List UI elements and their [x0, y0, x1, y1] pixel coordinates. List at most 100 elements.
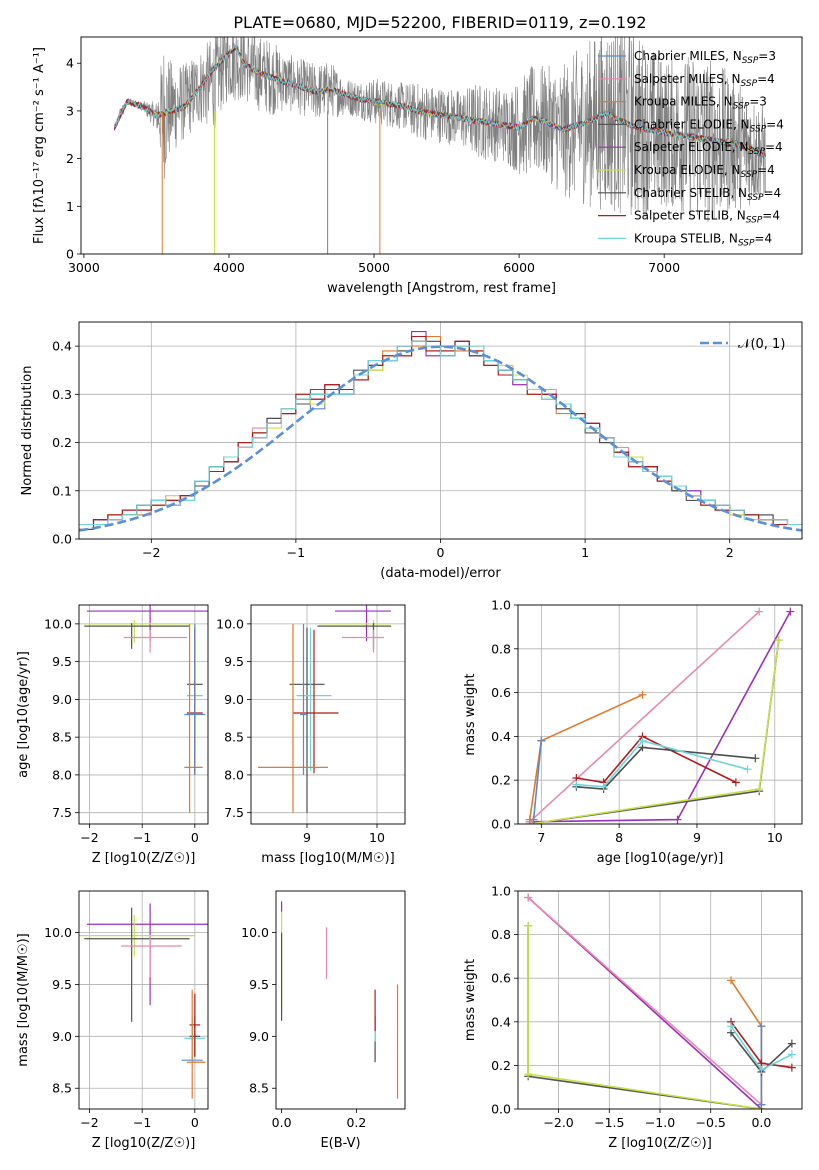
x-tick-label: −0.5	[696, 1115, 726, 1130]
x-axis-label: mass [log10(M/M☉)]	[261, 851, 394, 866]
weight-chabrier-miles	[529, 736, 546, 824]
y-tick-label: 0.3	[52, 387, 72, 402]
y-tick-label: 10.0	[44, 616, 72, 631]
x-axis-label: Z [log10(Z/Z☉)]	[92, 851, 196, 866]
spectrum-panel: 3000 4000 5000 6000 7000 0 1 2 3 4 wavelength [Ang…	[32, 36, 803, 296]
legend-nssp: =4	[757, 163, 775, 177]
x-tick-label: 0	[191, 1115, 199, 1130]
y-tick-label: 9.5	[249, 977, 269, 992]
y-tick-label: 10.0	[241, 925, 269, 940]
mass-vs-Z-panel: −2 −1 0 8.5 9.0 9.5 10.0 Z [log10(Z/Z☉)] mass [l…	[16, 890, 209, 1151]
massweight-vs-age-frame	[517, 604, 803, 825]
errorbar-chabrier-elodie	[317, 623, 391, 649]
legend-label: Chabrier STELIB, NSSP=4	[634, 186, 781, 203]
age-vs-mass-frame	[250, 604, 406, 825]
y-tick-label: 7.5	[52, 805, 72, 820]
y-tick-label: 0	[66, 247, 74, 262]
legend-label: Chabrier ELODIE, NSSP=4	[634, 117, 784, 134]
spectrum-frame	[80, 36, 803, 255]
y-tick-label: 0.8	[491, 927, 511, 942]
residual-legend: 𝒩(0, 1)	[700, 337, 785, 352]
errorbar-chabrier-stelib	[289, 627, 325, 813]
legend-label: Salpeter MILES, NSSP=4	[634, 72, 775, 89]
legend-subscript: SSP	[748, 147, 765, 157]
y-tick-label: 9.0	[52, 692, 72, 707]
massweight-vs-Z-panel: −2.0 −1.5 −1.0 −0.5 0.0 0.0 0.2 0.4 0.6 0.8 1.0 Z […	[463, 884, 803, 1151]
legend-nssp: =4	[762, 209, 780, 223]
x-tick-label: 4000	[213, 260, 245, 275]
x-axis-label: age [log10(age/yr)]	[597, 851, 724, 866]
y-tick-label: 0.0	[491, 817, 511, 832]
mass-vs-ebv-panel: 0.0 0.2 8.5 9.0 9.5 10.0 E(B-V)	[241, 890, 406, 1151]
legend-nssp: =4	[765, 140, 783, 154]
legend-nssp: =4	[764, 186, 782, 200]
weight-line	[527, 896, 762, 1106]
weight-line	[576, 746, 756, 790]
weight-line	[576, 735, 737, 784]
y-tick-label: 0.4	[491, 1014, 511, 1029]
y-tick-label: 8.5	[249, 1081, 269, 1096]
x-tick-label: 0.0	[751, 1115, 771, 1130]
y-tick-label: 0.0	[52, 532, 72, 547]
errorbar-kroupa-elodie	[84, 620, 195, 643]
legend-label: Chabrier MILES, NSSP=3	[634, 49, 776, 66]
weight-kroupa-elodie	[524, 921, 766, 1109]
y-tick-label: 9.0	[249, 1029, 269, 1044]
legend-subscript: SSP	[741, 170, 758, 180]
legend-label: Kroupa ELODIE, NSSP=4	[634, 163, 775, 180]
y-tick-label: 4	[66, 56, 74, 71]
y-axis-label: mass weight	[463, 959, 478, 1041]
y-tick-label: 8.5	[52, 1081, 72, 1096]
weight-line	[532, 740, 543, 820]
legend-label: Kroupa MILES, NSSP=3	[634, 95, 767, 112]
x-axis-label: E(B-V)	[320, 1136, 360, 1151]
age-vs-Z-frame	[78, 604, 209, 825]
spectrum-legend: Chabrier MILES, NSSP=3 Salpeter MILES, NS…	[598, 49, 784, 248]
y-tick-label: 0.8	[491, 641, 511, 656]
errorbar-salpeter-miles	[123, 629, 187, 653]
y-tick-label: 0.6	[491, 685, 511, 700]
weight-chabrier-elodie	[525, 636, 783, 824]
massweight-vs-Z-plot-area	[524, 893, 796, 1109]
legend-subscript: SSP	[750, 124, 767, 134]
x-axis-label: (data-model)/error	[380, 566, 501, 581]
legend-subscript: SSP	[747, 193, 764, 203]
x-tick-label: 9	[303, 830, 311, 845]
y-axis-label: mass weight	[463, 673, 478, 755]
x-tick-label: −2	[142, 545, 160, 560]
legend-label: Kroupa STELIB, NSSP=4	[634, 231, 772, 248]
errorbar-salpeter-miles	[342, 629, 384, 653]
y-tick-label: 0.0	[491, 1102, 511, 1117]
weight-line	[529, 639, 780, 824]
x-tick-label: −2	[80, 830, 98, 845]
y-tick-label: 9.0	[224, 692, 244, 707]
legend-label: 𝒩(0, 1)	[738, 337, 785, 352]
mass-vs-ebv-plot-area	[281, 901, 399, 1099]
errorbar-salpeter-stelib	[293, 629, 339, 774]
x-tick-label: −1	[287, 545, 305, 560]
x-tick-label: 0	[191, 830, 199, 845]
y-tick-label: 2	[66, 151, 74, 166]
y-tick-label: 0.6	[491, 971, 511, 986]
weight-line	[529, 639, 780, 824]
legend-nssp: =3	[758, 49, 776, 63]
errorbar-salpeter-miles	[121, 935, 182, 978]
weight-line	[529, 611, 760, 823]
x-tick-label: −1	[133, 1115, 151, 1130]
normal-curve	[79, 345, 802, 532]
age-vs-mass-panel: 9 10 7.5 8.0 8.5 9.0 9.5 10.0 mass [log10(M/M☉)]	[216, 604, 406, 866]
y-tick-label: 0.2	[491, 773, 511, 788]
x-tick-label: 3000	[68, 260, 100, 275]
errorbar-kroupa-miles	[258, 623, 328, 813]
x-tick-label: −2.0	[543, 1115, 573, 1130]
x-tick-label: −1.0	[645, 1115, 675, 1130]
y-axis-label: Flux [fλ10⁻¹⁷ erg cm⁻² s⁻¹ A⁻¹]	[32, 47, 47, 244]
massweight-vs-age-plot-area	[525, 607, 795, 824]
y-axis-label: Normed distribution	[20, 366, 35, 496]
x-tick-label: 0	[437, 545, 445, 560]
y-tick-label: 0.1	[52, 483, 72, 498]
y-tick-label: 0.4	[491, 729, 511, 744]
x-tick-label: 9	[693, 830, 701, 845]
x-tick-label: 10	[767, 830, 783, 845]
